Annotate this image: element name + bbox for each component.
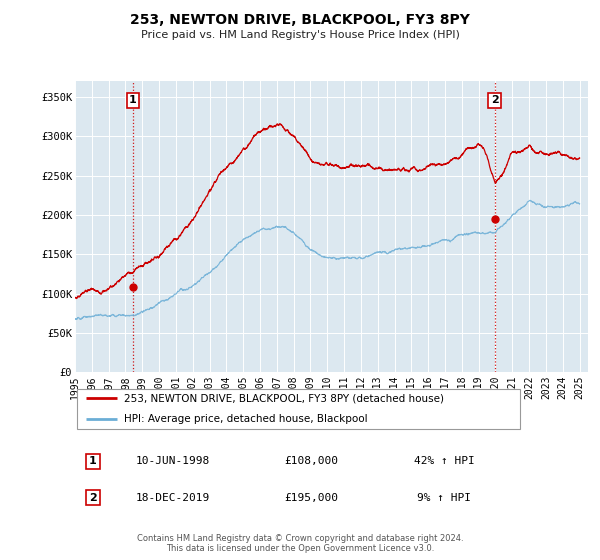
Text: 18-DEC-2019: 18-DEC-2019 — [136, 493, 209, 503]
Text: 1: 1 — [129, 95, 137, 105]
Text: HPI: Average price, detached house, Blackpool: HPI: Average price, detached house, Blac… — [124, 414, 368, 424]
Text: 253, NEWTON DRIVE, BLACKPOOL, FY3 8PY (detached house): 253, NEWTON DRIVE, BLACKPOOL, FY3 8PY (d… — [124, 394, 444, 404]
Text: £108,000: £108,000 — [284, 456, 338, 466]
Text: Price paid vs. HM Land Registry's House Price Index (HPI): Price paid vs. HM Land Registry's House … — [140, 30, 460, 40]
Text: £195,000: £195,000 — [284, 493, 338, 503]
Text: 1: 1 — [89, 456, 97, 466]
Text: 10-JUN-1998: 10-JUN-1998 — [136, 456, 209, 466]
Text: 9% ↑ HPI: 9% ↑ HPI — [418, 493, 472, 503]
Text: 2: 2 — [491, 95, 499, 105]
Text: 42% ↑ HPI: 42% ↑ HPI — [414, 456, 475, 466]
Text: 253, NEWTON DRIVE, BLACKPOOL, FY3 8PY: 253, NEWTON DRIVE, BLACKPOOL, FY3 8PY — [130, 13, 470, 27]
Text: 2: 2 — [89, 493, 97, 503]
FancyBboxPatch shape — [77, 389, 520, 429]
Text: Contains HM Land Registry data © Crown copyright and database right 2024.
This d: Contains HM Land Registry data © Crown c… — [137, 534, 463, 553]
